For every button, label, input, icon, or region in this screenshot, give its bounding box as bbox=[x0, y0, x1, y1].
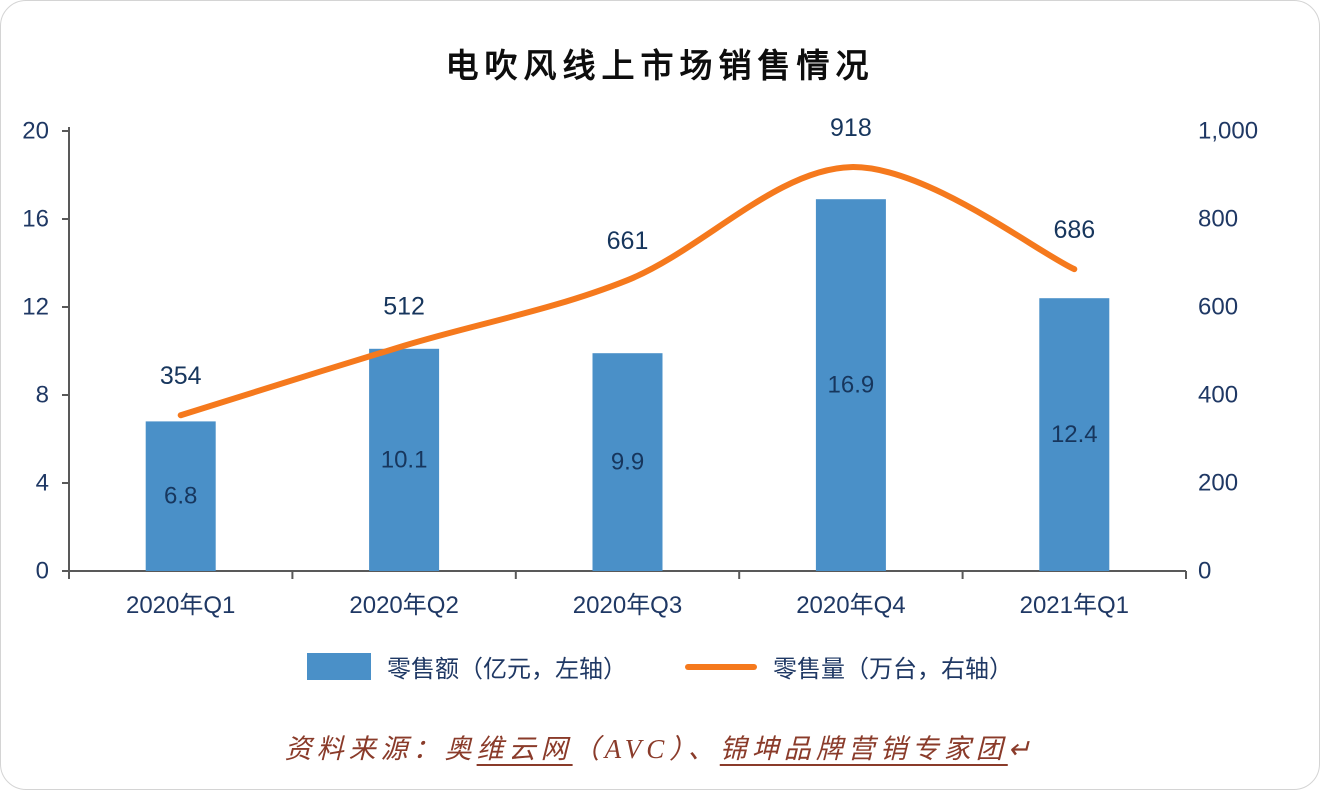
source-text: ↵ bbox=[1007, 734, 1036, 764]
bar-value-label: 10.1 bbox=[381, 446, 428, 473]
chart-legend: 零售额（亿元，左轴） 零售量（万台，右轴） bbox=[1, 649, 1319, 684]
bar bbox=[815, 199, 886, 571]
chart-title: 电吹风线上市场销售情况 bbox=[445, 47, 875, 84]
line-value-label: 512 bbox=[383, 293, 425, 321]
source-link[interactable]: 维云网 bbox=[476, 734, 573, 764]
right-axis-tick-label: 200 bbox=[1198, 470, 1238, 497]
category-label: 2020年Q2 bbox=[349, 592, 458, 619]
category-label: 2020年Q4 bbox=[796, 592, 905, 619]
bar-value-label: 12.4 bbox=[1051, 421, 1098, 448]
left-axis-tick-label: 4 bbox=[36, 470, 49, 497]
right-axis-tick-label: 400 bbox=[1198, 382, 1238, 409]
right-axis-tick-label: 800 bbox=[1198, 206, 1238, 233]
category-label: 2020年Q3 bbox=[573, 592, 682, 619]
line-value-label: 918 bbox=[830, 114, 872, 142]
line-value-label: 661 bbox=[607, 227, 649, 255]
source-text: （AVC）、 bbox=[572, 734, 720, 764]
left-axis-tick-label: 12 bbox=[22, 294, 49, 321]
source-text: 资料来源：奥 bbox=[284, 734, 477, 764]
bar-value-label: 6.8 bbox=[164, 483, 197, 510]
bar bbox=[592, 353, 663, 571]
legend-item-bar: 零售额（亿元，左轴） bbox=[307, 649, 627, 684]
right-axis-tick-label: 600 bbox=[1198, 294, 1238, 321]
legend-line-swatch-icon bbox=[685, 663, 757, 670]
bar-value-label: 9.9 bbox=[611, 449, 644, 476]
left-axis-tick-label: 16 bbox=[22, 206, 49, 233]
right-axis-tick-label: 1,000 bbox=[1198, 118, 1258, 145]
bar-value-label: 16.9 bbox=[828, 372, 875, 399]
source-link[interactable]: 锦坤品牌营销专家团 bbox=[719, 734, 1008, 764]
legend-item-line: 零售量（万台，右轴） bbox=[685, 649, 1013, 684]
right-axis-tick-label: 0 bbox=[1198, 558, 1211, 585]
bar bbox=[369, 348, 440, 571]
left-axis-tick-label: 20 bbox=[22, 118, 49, 145]
chart-canvas: 0 0 4 200 8 400 12 600 16 800 20 1,000 2020年Q1 2020年Q… bbox=[22, 114, 1258, 619]
left-axis-tick-label: 8 bbox=[36, 382, 49, 409]
legend-line-label: 零售量（万台，右轴） bbox=[773, 656, 1013, 683]
left-axis-tick-label: 0 bbox=[36, 558, 49, 585]
legend-bar-label: 零售额（亿元，左轴） bbox=[387, 656, 627, 683]
line-series bbox=[177, 164, 1078, 419]
bar bbox=[1039, 298, 1110, 571]
line-value-label: 686 bbox=[1053, 216, 1095, 244]
line-value-label: 354 bbox=[160, 362, 202, 390]
legend-bar-swatch-icon bbox=[307, 653, 371, 680]
bar bbox=[145, 421, 216, 571]
source-note: 资料来源：奥维云网（AVC）、锦坤品牌营销专家团↵ bbox=[1, 727, 1319, 766]
category-label: 2020年Q1 bbox=[126, 592, 235, 619]
category-label: 2021年Q1 bbox=[1020, 592, 1129, 619]
